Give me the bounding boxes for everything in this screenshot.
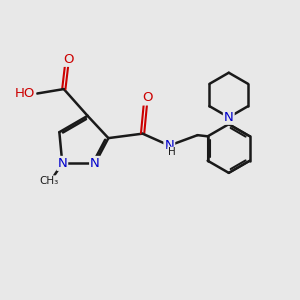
Text: O: O <box>142 92 152 104</box>
Text: N: N <box>224 111 234 124</box>
Text: N: N <box>57 157 67 170</box>
Text: CH₃: CH₃ <box>39 176 58 186</box>
Text: H: H <box>168 147 176 157</box>
Text: HO: HO <box>15 87 36 100</box>
Text: N: N <box>90 157 100 170</box>
Text: O: O <box>63 53 74 66</box>
Text: N: N <box>164 139 174 152</box>
